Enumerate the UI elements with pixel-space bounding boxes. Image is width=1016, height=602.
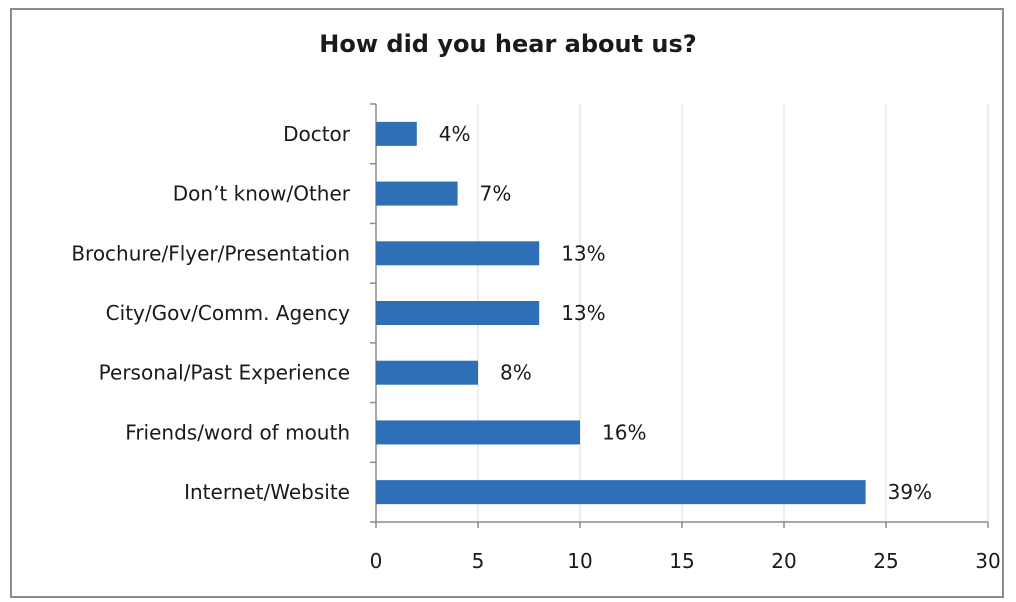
category-label: Personal/Past Experience bbox=[99, 361, 350, 385]
bar-3 bbox=[376, 301, 540, 325]
bar-1 bbox=[376, 181, 458, 206]
gridlines bbox=[477, 104, 989, 522]
data-label: 16% bbox=[602, 420, 646, 444]
category-label: Internet/Website bbox=[184, 480, 350, 504]
bar-2 bbox=[376, 241, 540, 266]
data-label: 39% bbox=[888, 480, 932, 504]
data-label: 8% bbox=[500, 361, 532, 385]
category-label: City/Gov/Comm. Agency bbox=[106, 301, 350, 325]
bar-5 bbox=[376, 420, 580, 445]
category-label: Brochure/Flyer/Presentation bbox=[71, 241, 350, 265]
x-tick-label: 0 bbox=[370, 549, 383, 573]
data-label: 13% bbox=[561, 301, 605, 325]
bar-6 bbox=[376, 480, 866, 505]
x-tick-label: 10 bbox=[567, 549, 592, 573]
chart-title: How did you hear about us? bbox=[319, 30, 697, 58]
bar-4 bbox=[376, 360, 478, 385]
bar-0 bbox=[376, 121, 417, 146]
x-tick-label: 5 bbox=[472, 549, 485, 573]
category-label: Don’t know/Other bbox=[173, 182, 351, 206]
data-label: 13% bbox=[561, 241, 605, 265]
category-label: Friends/word of mouth bbox=[125, 420, 350, 444]
data-label: 4% bbox=[439, 122, 471, 146]
x-tick-label: 15 bbox=[669, 549, 694, 573]
x-tick-label: 30 bbox=[975, 549, 1000, 573]
x-tick-label: 20 bbox=[771, 549, 796, 573]
category-label: Doctor bbox=[283, 122, 351, 146]
data-label: 7% bbox=[480, 182, 512, 206]
bars bbox=[376, 121, 866, 505]
labels: 0 5 10 15 20 25 30 Doctor 4% Don’t know/Other 7% Br… bbox=[71, 122, 1000, 573]
x-tick-label: 25 bbox=[873, 549, 898, 573]
